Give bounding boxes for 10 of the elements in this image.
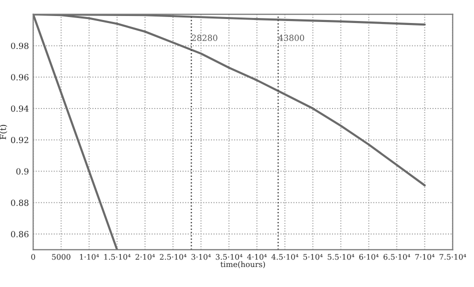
y-axis-title: F(t) — [0, 124, 8, 140]
ref-line-label: 43800 — [278, 34, 304, 41]
ref-line-label: 28280 — [192, 34, 218, 41]
y-tick-label: 0.9 — [16, 168, 28, 175]
y-tick-label: 0.86 — [11, 230, 28, 238]
y-tick-label: 0.98 — [11, 42, 28, 50]
y-tick-label: 0.88 — [11, 200, 28, 206]
y-tick-label: 0.92 — [11, 136, 28, 144]
y-tick-label: 0.94 — [11, 105, 29, 112]
y-tick-label: 0.96 — [11, 74, 28, 80]
